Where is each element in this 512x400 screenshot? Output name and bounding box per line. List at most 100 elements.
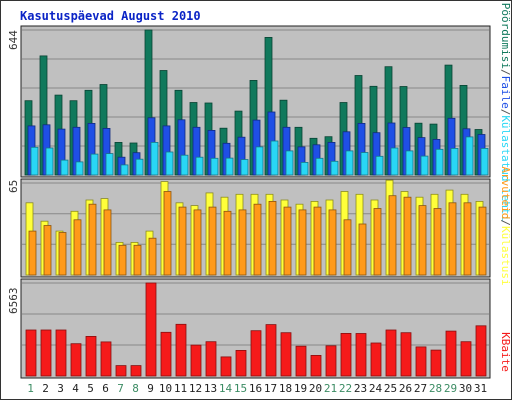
bar-kbaite-day-18: [280, 332, 292, 377]
day-label-4: 4: [72, 382, 79, 395]
day-label-20: 20: [309, 382, 322, 395]
day-label-19: 19: [294, 382, 307, 395]
legend-item-top-0: Pöördumisi: [499, 3, 512, 69]
bar-kbaite-day-24: [370, 342, 382, 377]
day-label-5: 5: [87, 382, 94, 395]
bar-arvuteid-day-23: [358, 223, 367, 276]
bar-arvuteid-day-8: [133, 244, 142, 276]
bar-k-lastatud-lehti-day-20: [315, 157, 324, 176]
day-label-27: 27: [414, 382, 427, 395]
bar-k-lastatud-lehti-day-12: [195, 156, 204, 176]
bar-k-lastatud-lehti-day-28: [435, 148, 444, 176]
bar-kbaite-day-16: [250, 330, 262, 377]
bar-arvuteid-day-16: [253, 203, 262, 276]
bar-arvuteid-day-3: [58, 232, 67, 276]
bar-kbaite-day-25: [385, 329, 397, 377]
panel-middle-max-label: 65: [7, 180, 20, 193]
legend-item-top-3: /: [499, 109, 512, 116]
bar-k-lastatud-lehti-day-17: [270, 140, 279, 176]
panel-top-legend: Pöördumisi/Faile/Külastatud lehti: [499, 3, 512, 222]
panel-top: 644 Pöördumisi/Faile/Külastatud lehti: [7, 3, 512, 222]
bar-arvuteid-day-18: [283, 206, 292, 276]
panel-middle-bars: [25, 179, 487, 276]
day-label-24: 24: [369, 382, 383, 395]
legend-item-middle-2: Külastusi: [499, 226, 512, 286]
day-label-13: 13: [204, 382, 217, 395]
bar-k-lastatud-lehti-day-30: [465, 136, 474, 176]
bar-kbaite-day-12: [190, 344, 202, 377]
panel-top-bars: [24, 29, 489, 176]
day-label-15: 15: [234, 382, 247, 395]
bar-arvuteid-day-12: [193, 209, 202, 276]
bar-arvuteid-day-4: [73, 219, 82, 276]
bar-arvuteid-day-30: [463, 202, 472, 276]
bar-k-lastatud-lehti-day-13: [210, 157, 219, 176]
bar-k-lastatud-lehti-day-7: [120, 164, 129, 176]
bar-k-lastatud-lehti-day-6: [105, 153, 114, 176]
bar-kbaite-day-6: [100, 341, 112, 377]
bar-k-lastatud-lehti-day-31: [480, 147, 489, 176]
bar-arvuteid-day-19: [298, 209, 307, 276]
day-label-25: 25: [384, 382, 397, 395]
bar-kbaite-day-13: [205, 341, 217, 377]
bar-k-lastatud-lehti-day-14: [225, 157, 234, 176]
day-label-11: 11: [174, 382, 187, 395]
bar-kbaite-day-17: [265, 324, 277, 377]
bar-arvuteid-day-15: [238, 209, 247, 276]
bar-arvuteid-day-2: [43, 225, 52, 276]
bar-arvuteid-day-24: [373, 208, 382, 276]
day-label-6: 6: [102, 382, 109, 395]
bar-kbaite-day-10: [160, 331, 172, 377]
bar-arvuteid-day-28: [433, 208, 442, 276]
bar-k-lastatud-lehti-day-9: [150, 141, 159, 176]
bar-kbaite-day-11: [175, 323, 187, 377]
day-label-1: 1: [27, 382, 34, 395]
bar-arvuteid-day-21: [328, 209, 337, 276]
day-label-14: 14: [219, 382, 233, 395]
bar-arvuteid-day-29: [448, 202, 457, 276]
bar-k-lastatud-lehti-day-10: [165, 151, 174, 176]
bar-k-lastatud-lehti-day-24: [375, 155, 384, 176]
bar-arvuteid-day-7: [118, 244, 127, 276]
bar-k-lastatud-lehti-day-3: [60, 159, 69, 176]
bar-kbaite-day-14: [220, 356, 232, 377]
legend-item-middle-1: /: [499, 219, 512, 226]
bar-k-lastatud-lehti-day-26: [405, 150, 414, 176]
day-label-8: 8: [132, 382, 139, 395]
bar-arvuteid-day-10: [163, 191, 172, 276]
legend-item-top-2: Faile: [499, 76, 512, 109]
bar-kbaite-day-21: [325, 345, 337, 377]
bar-k-lastatud-lehti-day-15: [240, 159, 249, 176]
bar-k-lastatud-lehti-day-1: [30, 146, 39, 176]
bar-kbaite-day-5: [85, 335, 97, 377]
chart-title: Kasutuspäevad August 2010: [20, 9, 201, 23]
panel-middle: 65 Arvuteid/Külastusi: [7, 166, 512, 285]
bar-kbaite-day-31: [475, 325, 487, 377]
bar-kbaite-day-15: [235, 349, 247, 377]
bar-kbaite-day-28: [430, 349, 442, 377]
panel-bottom-max-label: 6563: [7, 288, 20, 315]
legend-item-top-4: Külastatud lehti: [499, 115, 512, 221]
bar-kbaite-day-30: [460, 341, 472, 377]
bar-kbaite-day-1: [25, 329, 37, 377]
bar-k-lastatud-lehti-day-27: [420, 155, 429, 176]
bar-arvuteid-day-20: [313, 206, 322, 276]
day-label-23: 23: [354, 382, 367, 395]
day-label-9: 9: [147, 382, 154, 395]
bar-k-lastatud-lehti-day-22: [345, 150, 354, 176]
bar-kbaite-day-20: [310, 354, 322, 377]
day-label-18: 18: [279, 382, 292, 395]
bar-k-lastatud-lehti-day-11: [180, 154, 189, 176]
panel-bottom: 6563 KBaite: [7, 278, 512, 379]
bar-arvuteid-day-6: [103, 209, 112, 276]
bar-arvuteid-day-14: [223, 210, 232, 276]
bar-k-lastatud-lehti-day-19: [300, 161, 309, 176]
day-label-21: 21: [324, 382, 337, 395]
bar-kbaite-day-9: [145, 282, 157, 377]
bar-k-lastatud-lehti-day-29: [450, 147, 459, 176]
bar-kbaite-day-27: [415, 346, 427, 377]
day-label-17: 17: [264, 382, 277, 395]
legend-item-bottom-0: KBaite: [499, 332, 512, 372]
bar-kbaite-day-4: [70, 343, 82, 377]
bar-k-lastatud-lehti-day-5: [90, 153, 99, 176]
